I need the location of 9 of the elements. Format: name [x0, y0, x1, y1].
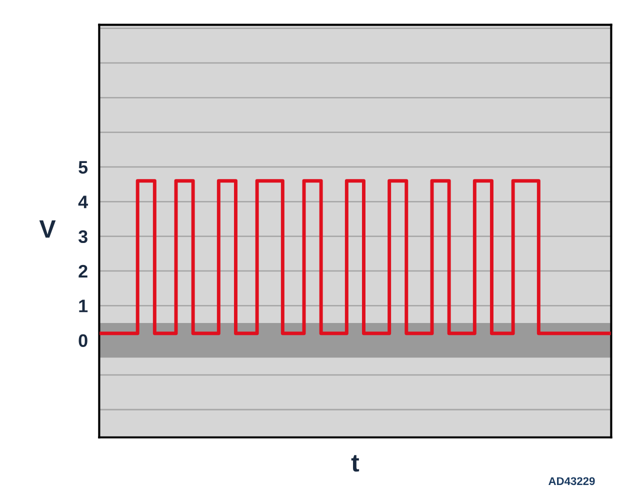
y-tick-label: 3 — [78, 230, 88, 244]
y-tick-label: 5 — [78, 161, 88, 174]
y-axis-title: V — [39, 220, 56, 238]
x-axis-title: t — [351, 455, 360, 472]
y-tick-label: 1 — [79, 300, 88, 312]
y-tick-label: 4 — [78, 196, 88, 208]
text: AD43229 — [548, 477, 595, 486]
y-tick-label: 2 — [78, 264, 88, 278]
y-tick-label: 0 — [78, 334, 88, 348]
